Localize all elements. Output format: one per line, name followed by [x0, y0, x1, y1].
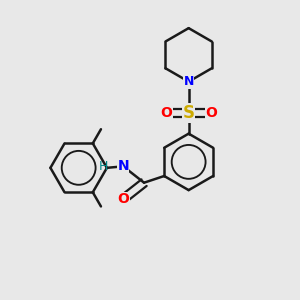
Text: O: O [160, 106, 172, 120]
Text: S: S [183, 104, 195, 122]
Text: N: N [184, 75, 194, 88]
Text: O: O [117, 192, 129, 206]
Text: H: H [99, 160, 109, 173]
Text: N: N [117, 159, 129, 173]
Text: O: O [205, 106, 217, 120]
